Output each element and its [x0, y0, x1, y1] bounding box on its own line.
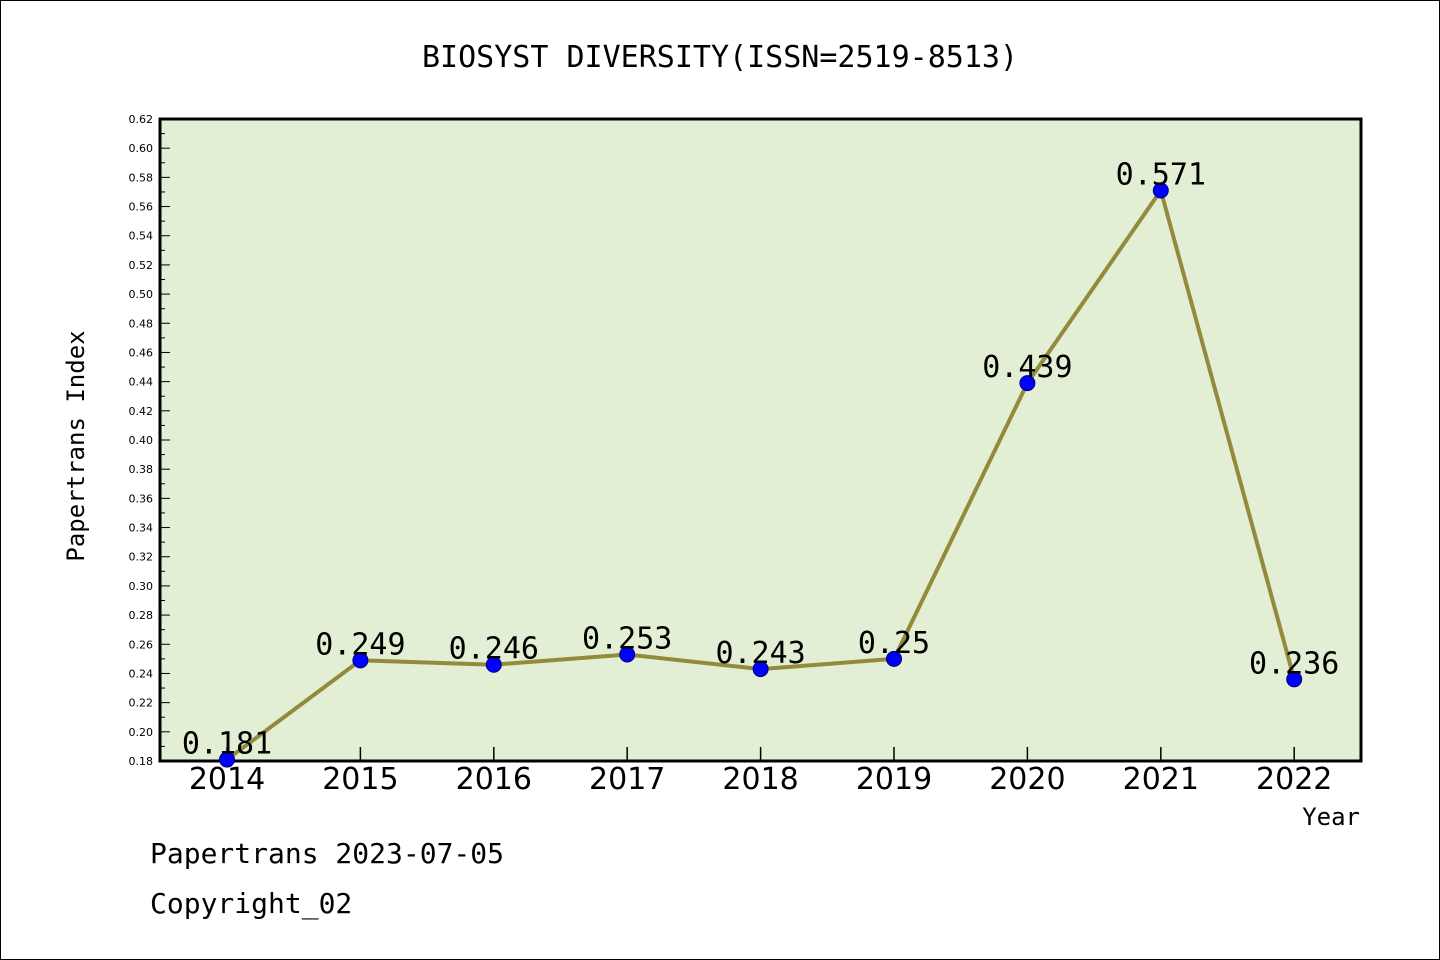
chart-title: BIOSYST DIVERSITY(ISSN=2519-8513) [422, 40, 1018, 75]
y-tick-label: 0.48 [129, 317, 154, 330]
x-tick-label: 2020 [989, 762, 1065, 797]
x-tick-label: 2018 [722, 762, 798, 797]
y-tick-label: 0.18 [129, 755, 154, 768]
x-tick-label: 2015 [322, 762, 398, 797]
y-tick-label: 0.20 [129, 726, 154, 739]
x-tick-label: 2021 [1123, 762, 1199, 797]
y-tick-label: 0.40 [129, 434, 154, 447]
y-tick-label: 0.58 [129, 171, 154, 184]
data-label: 0.439 [982, 350, 1072, 385]
y-axis: 0.18 0.20 0.22 0.24 0.26 0.28 0.30 0.32 0.34 0.36… [129, 113, 170, 768]
x-tick-label: 2014 [189, 762, 265, 797]
data-points [219, 182, 1303, 768]
x-axis: 2014 2015 2016 2017 2018 2019 2020 2021 2022 [189, 747, 1332, 797]
data-label: 0.236 [1249, 646, 1339, 681]
y-tick-label: 0.24 [129, 667, 154, 680]
footer-copyright: Copyright_02 [150, 887, 352, 921]
data-point [219, 751, 235, 768]
data-point [1019, 375, 1036, 392]
y-tick-label: 0.28 [129, 609, 154, 622]
data-point [485, 656, 502, 673]
data-point [619, 646, 636, 663]
data-point [1286, 671, 1303, 688]
y-tick-label: 0.44 [129, 376, 154, 389]
y-tick-label: 0.32 [129, 551, 154, 564]
x-tick-label: 2017 [589, 762, 665, 797]
y-tick-label: 0.38 [129, 463, 154, 476]
data-point [752, 661, 769, 678]
data-label: 0.571 [1116, 157, 1206, 192]
y-tick-label: 0.46 [129, 346, 154, 359]
y-axis-label: Papertrans Index [62, 330, 90, 561]
data-label: 0.243 [715, 636, 805, 671]
data-label: 0.181 [182, 727, 272, 762]
y-tick-label: 0.62 [129, 113, 154, 126]
y-tick-label: 0.56 [129, 201, 154, 214]
data-label: 0.249 [315, 627, 405, 662]
y-tick-label: 0.42 [129, 405, 154, 418]
x-axis-label: Year [1302, 803, 1360, 831]
footer-date: Papertrans 2023-07-05 [150, 837, 504, 870]
y-tick-label: 0.36 [129, 492, 154, 505]
y-tick-label: 0.50 [129, 288, 154, 301]
data-point [352, 652, 369, 669]
data-point [1152, 182, 1169, 199]
data-label: 0.25 [858, 626, 930, 661]
data-point [886, 650, 902, 667]
y-tick-label: 0.52 [129, 259, 154, 272]
y-tick-label: 0.60 [129, 142, 154, 155]
y-tick-label: 0.22 [129, 697, 154, 710]
y-tick-label: 0.30 [129, 580, 154, 593]
y-tick-label: 0.54 [129, 230, 154, 243]
x-tick-label: 2019 [856, 762, 932, 797]
y-tick-label: 0.26 [129, 638, 154, 651]
x-tick-label: 2016 [456, 762, 532, 797]
data-label: 0.253 [582, 621, 672, 656]
y-tick-label: 0.34 [129, 522, 154, 535]
data-labels: 0.181 0.249 0.246 0.253 0.243 0.25 0.439 0.571 0… [182, 157, 1340, 761]
data-label: 0.246 [449, 632, 539, 667]
x-tick-label: 2022 [1256, 762, 1332, 797]
